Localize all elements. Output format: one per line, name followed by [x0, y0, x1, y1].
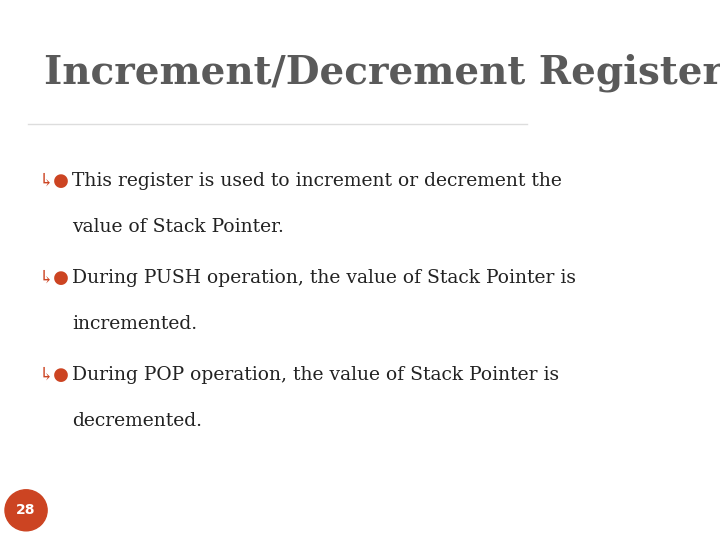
Text: ↳●: ↳● — [39, 366, 70, 384]
Text: value of Stack Pointer.: value of Stack Pointer. — [72, 218, 284, 236]
Text: ↳●: ↳● — [39, 172, 70, 190]
Text: decremented.: decremented. — [72, 412, 202, 430]
Text: incremented.: incremented. — [72, 315, 197, 333]
Text: Increment/Decrement Register: Increment/Decrement Register — [45, 54, 720, 92]
Circle shape — [5, 490, 47, 531]
Text: 28: 28 — [17, 503, 36, 517]
Text: This register is used to increment or decrement the: This register is used to increment or de… — [72, 172, 562, 190]
Text: During PUSH operation, the value of Stack Pointer is: During PUSH operation, the value of Stac… — [72, 269, 576, 287]
Text: ↳●: ↳● — [39, 269, 70, 287]
Text: During POP operation, the value of Stack Pointer is: During POP operation, the value of Stack… — [72, 366, 559, 384]
